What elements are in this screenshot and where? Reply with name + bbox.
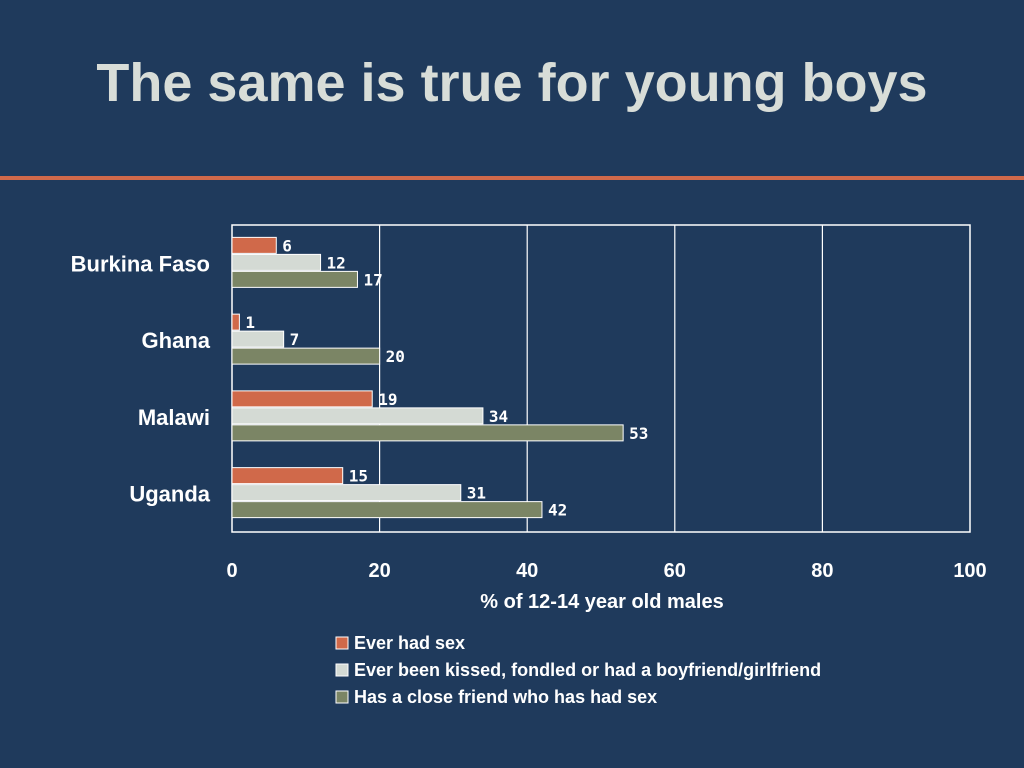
category-label: Ghana (142, 328, 211, 353)
legend-label: Has a close friend who has had sex (354, 687, 657, 707)
bar (231, 484, 462, 502)
bar (231, 236, 277, 254)
x-axis-title: % of 12-14 year old males (480, 591, 723, 613)
bar (231, 467, 344, 485)
x-tick-label: 20 (368, 560, 390, 582)
data-label: 6 (282, 236, 292, 255)
x-tick-label: 40 (516, 560, 538, 582)
data-label: 19 (378, 390, 397, 409)
bar (231, 347, 381, 365)
data-label: 12 (327, 253, 346, 272)
x-tick-label: 80 (811, 560, 833, 582)
x-tick-label: 60 (664, 560, 686, 582)
bar (231, 424, 624, 442)
legend-label: Ever been kissed, fondled or had a boyfr… (354, 660, 821, 680)
data-label: 42 (548, 501, 567, 520)
category-label: Uganda (129, 482, 210, 507)
legend-swatch (335, 690, 349, 704)
data-label: 31 (467, 484, 486, 503)
legend-label: Ever had sex (354, 633, 465, 653)
bar (231, 270, 358, 288)
title-divider (0, 176, 1024, 180)
bar (231, 330, 285, 348)
data-label: 17 (363, 270, 382, 289)
plot-area (231, 224, 971, 533)
x-tick-label: 100 (953, 560, 986, 582)
data-label: 34 (489, 407, 508, 426)
data-label: 1 (245, 313, 255, 332)
bar (231, 407, 484, 425)
x-tick-label: 0 (226, 560, 237, 582)
bar (231, 253, 322, 271)
slide-title: The same is true for young boys (96, 53, 928, 113)
legend-swatch (335, 636, 349, 650)
data-label: 20 (386, 347, 405, 366)
data-label: 15 (349, 467, 368, 486)
category-label: Burkina Faso (71, 251, 210, 276)
bar (231, 313, 240, 331)
legend-swatch (335, 663, 349, 677)
data-label: 53 (629, 424, 648, 443)
bar (231, 390, 373, 408)
data-label: 7 (290, 330, 300, 349)
category-label: Malawi (138, 405, 210, 430)
bar (231, 501, 543, 519)
